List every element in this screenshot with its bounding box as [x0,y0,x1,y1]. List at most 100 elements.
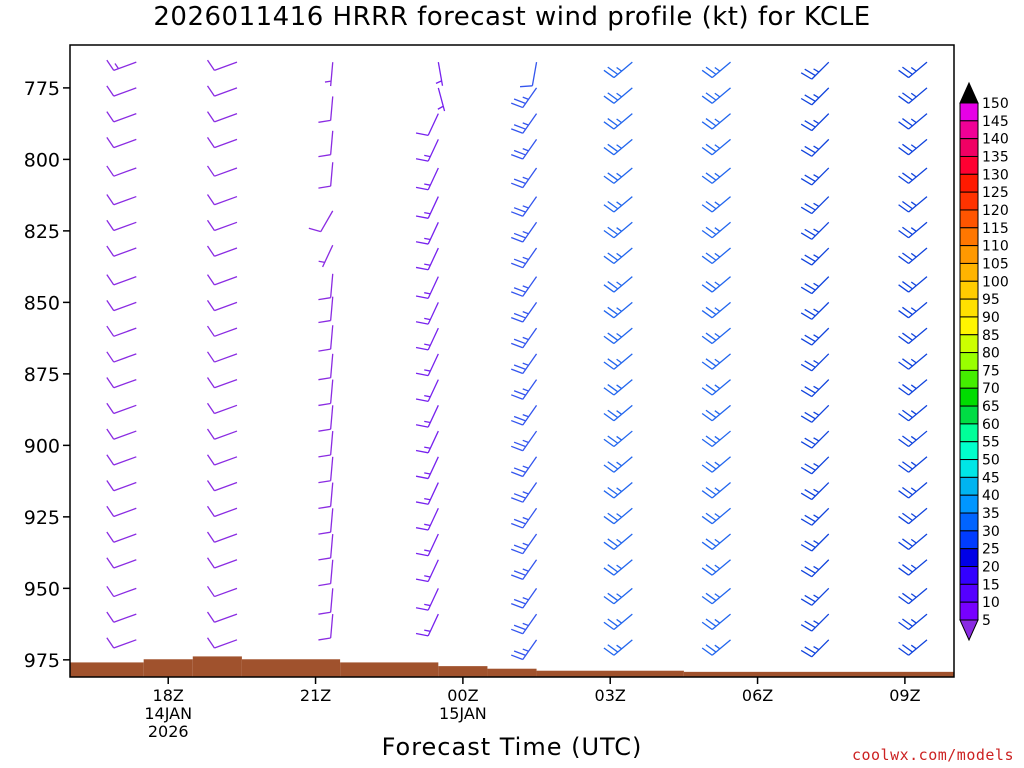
wind-barb [701,247,731,264]
barb-staff [811,353,830,372]
barb-full-feather [607,644,619,653]
credit-text[interactable]: coolwx.com/models [851,746,1014,764]
wind-barb [106,480,137,492]
barb-full-feather [415,501,429,505]
barb-full-feather [607,281,619,290]
barb-full-feather [902,538,913,547]
barb-full-feather [603,361,615,370]
barb-full-feather [804,203,816,211]
barb-staff [214,276,238,286]
barb-staff [427,405,439,428]
wind-barb [106,377,137,389]
colorbar-band [959,459,979,478]
barb-half-feather [910,513,917,518]
barb-staff [330,559,334,584]
barb-staff [427,353,439,376]
barb-full-feather [603,490,615,499]
wind-barb [898,353,928,370]
barb-staff [811,587,830,606]
barb-full-feather [206,325,215,337]
barb-full-feather [318,454,331,458]
barb-full-feather [898,647,909,656]
barb-half-feather [813,228,820,233]
barb-staff [113,559,137,569]
barb-full-feather [415,295,429,300]
barb-full-feather [511,342,524,349]
barb-full-feather [106,454,115,466]
barb-full-feather [511,102,524,109]
wind-barb [603,404,633,422]
barb-full-feather [106,557,115,569]
wind-barb [318,130,334,158]
barb-staff [811,167,830,186]
barb-full-feather [206,194,215,206]
barb-full-feather [415,321,429,325]
barb-staff [613,613,633,631]
barb-staff [908,87,928,104]
barb-full-feather [513,570,526,576]
barb-half-feather [714,118,721,124]
wind-barb [415,508,439,531]
wind-barb [800,533,830,552]
barb-full-feather [607,486,619,496]
barb-staff [811,247,830,266]
barb-staff [908,138,928,156]
barb-full-feather [106,325,115,337]
barb-staff [613,276,633,293]
barb-full-feather [705,226,717,236]
wind-barb [511,221,538,243]
barb-staff [522,533,538,555]
barb-staff [908,221,928,239]
barb-staff [113,301,137,312]
wind-barb [318,405,334,432]
colorbar-band [959,173,979,193]
barb-staff [330,431,334,456]
barb-full-feather [415,552,429,557]
barb-full-feather [206,480,215,492]
barb-staff [711,639,731,656]
barb-full-feather [705,172,717,181]
colorbar-band [959,352,979,371]
terrain-segment [536,670,684,677]
terrain-segment [70,662,144,677]
wind-barb [800,353,830,372]
barb-full-feather [106,428,115,440]
barb-half-feather [616,118,622,124]
barb-staff [214,456,238,466]
wind-barb [701,353,731,370]
barb-half-feather [714,66,721,72]
y-tick-label: 950 [24,578,60,600]
barb-staff [113,353,137,363]
barb-half-feather [522,596,529,601]
barb-staff [214,481,238,492]
wind-barb [701,507,731,525]
barb-full-feather [511,262,524,269]
barb-full-feather [415,449,429,454]
barb-staff [613,196,633,213]
barb-full-feather [705,306,717,316]
barb-full-feather [206,299,215,311]
wind-barb [800,196,830,215]
wind-barb [206,299,238,312]
barb-full-feather [603,515,615,525]
barb-full-feather [106,165,115,177]
wind-barb [318,431,334,458]
wind-barb [800,430,830,449]
barb-staff [711,61,731,79]
barb-full-feather [902,143,913,153]
barb-staff [330,482,334,507]
barb-staff [711,430,731,447]
wind-barb [800,113,830,132]
colorbar-band [959,476,979,496]
barb-full-feather [804,334,816,343]
barb-full-feather [106,505,115,517]
barb-full-feather [607,200,619,210]
barb-full-feather [804,94,816,102]
barb-staff [437,87,446,112]
colorbar-label: 150 [982,96,1009,112]
barb-full-feather [800,123,813,132]
wind-barb [206,59,238,71]
barb-half-feather [616,172,622,178]
barb-full-feather [603,69,615,79]
barb-staff [522,247,538,269]
